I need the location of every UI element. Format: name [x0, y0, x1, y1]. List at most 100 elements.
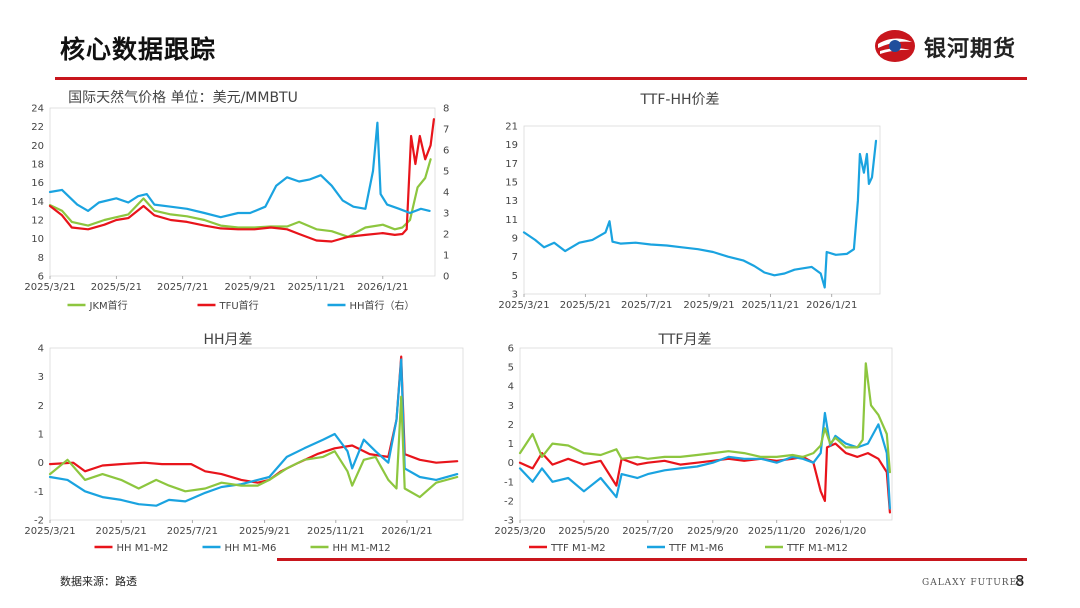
- ttfspread-series-1-line: [518, 411, 891, 510]
- hhspread-ytick-label: 1: [38, 430, 44, 441]
- page-number: 8: [1015, 572, 1025, 590]
- ttfspread-ytick-label: -3: [504, 516, 514, 527]
- gas-ytick-label: 14: [31, 197, 44, 208]
- hhspread-title: HH月差: [203, 332, 252, 348]
- ttfspread-ytick-label: -1: [504, 477, 514, 488]
- ttfspread-legend-label: TTF M1-M6: [668, 543, 724, 554]
- gas-ytick-label: 22: [31, 122, 44, 133]
- hhspread-svg: HH月差 -2 -1 0 1 2 3 4 2025/3/21 2025/5/21 2025/7/21…: [24, 332, 464, 554]
- hhspread-xtick-label: 2025/9/21: [239, 526, 290, 537]
- gas-xtick-label: 2025/11/21: [288, 282, 346, 293]
- ttfhh-ytick-label: 9: [512, 234, 518, 245]
- gas-xtick-label: 2025/3/21: [24, 282, 75, 293]
- hhspread-ytick-label: 4: [38, 344, 44, 355]
- gas-svg: 国际天然气价格 单位：美元/MMBTU681012141618202224012…: [24, 89, 449, 312]
- galaxy-logo-icon: [875, 30, 915, 62]
- ttfhh-series-0-line: [522, 139, 878, 289]
- gas-title: 国际天然气价格 单位：美元/MMBTU: [68, 89, 298, 106]
- hhspread-plot-frame: [49, 347, 464, 521]
- ttfspread-ytick-label: 1: [508, 439, 514, 450]
- ttfhh-xtick-label: 2026/1/21: [806, 300, 857, 311]
- ttfspread-ytick-label: 3: [508, 401, 514, 412]
- ttfspread-xtick-label: 2025/5/20: [558, 526, 609, 537]
- ttfspread-ytick-label: 0: [508, 458, 514, 469]
- ttfspread-legend-label: TTF M1-M12: [786, 543, 848, 554]
- ttfhh-xtick-label: 2025/7/21: [621, 300, 672, 311]
- chart-hh-monthly-spread: HH月差 -2 -1 0 1 2 3 4 2025/3/21 2025/5/21 2025/7/21…: [8, 328, 483, 558]
- gas-y2tick-label: 5: [443, 167, 449, 178]
- ttfhh-xtick-label: 2025/3/21: [498, 300, 549, 311]
- hhspread-series-2-line: [48, 395, 459, 499]
- data-source: 数据来源：路透: [60, 575, 137, 588]
- ttfhh-ytick-label: 11: [505, 215, 518, 226]
- gas-ytick-label: 6: [38, 272, 44, 283]
- gas-y2tick-label: 2: [443, 230, 449, 241]
- ttfspread-xtick-label: 2025/9/20: [687, 526, 738, 537]
- ttfhh-ytick-label: 13: [505, 196, 518, 207]
- gas-xtick-label: 2025/5/21: [91, 282, 142, 293]
- gas-y2tick-label: 3: [443, 209, 449, 220]
- ttfspread-ytick-label: 6: [508, 344, 514, 355]
- hhspread-xtick-label: 2025/5/21: [96, 526, 147, 537]
- footer-divider: [277, 558, 1027, 561]
- brand-name: 银河期货: [924, 37, 1017, 62]
- ttfhh-ytick-label: 5: [512, 271, 518, 282]
- gas-y2tick-label: 7: [443, 125, 449, 136]
- header-divider: [55, 77, 1027, 80]
- gas-y2tick-label: 8: [443, 104, 449, 115]
- ttfspread-svg: TTF月差 -3 -2 -1 0 1 2 3 4 5 6 2025/3/20 2025/5/20 2025…: [494, 332, 893, 554]
- ttfhh-title: TTF-HH价差: [639, 92, 719, 108]
- ttfhh-ytick-label: 15: [505, 178, 518, 189]
- hhspread-xtick-label: 2025/11/21: [307, 526, 365, 537]
- ttfspread-ytick-label: 2: [508, 420, 514, 431]
- chart-ttf-hh-spread: TTF-HH价差 3 5 7 9 11 13 15 17 19 21 2025/3/21 2025/5/…: [480, 86, 920, 318]
- ttfspread-legend-label: TTF M1-M2: [550, 543, 606, 554]
- gas-xtick-label: 2025/9/21: [224, 282, 275, 293]
- gas-legend-label: TFU首行: [219, 299, 259, 312]
- page-title: 核心数据跟踪: [60, 35, 217, 64]
- gas-series-0-line: [48, 158, 432, 238]
- hhspread-ytick-label: -2: [34, 516, 44, 527]
- gas-ytick-label: 18: [31, 160, 44, 171]
- hhspread-ytick-label: 2: [38, 401, 44, 412]
- ttfspread-ytick-label: 5: [508, 363, 514, 374]
- ttfspread-series-2-line: [518, 362, 891, 474]
- hhspread-xtick-label: 2026/1/21: [381, 526, 432, 537]
- ttfspread-xtick-label: 2025/7/20: [622, 526, 673, 537]
- gas-ytick-label: 24: [31, 104, 44, 115]
- ttfspread-title: TTF月差: [658, 332, 712, 348]
- hhspread-series-1-line: [48, 358, 459, 507]
- ttfhh-ytick-label: 3: [512, 290, 518, 301]
- chart-ttf-monthly-spread: TTF月差 -3 -2 -1 0 1 2 3 4 5 6 2025/3/20 2025/5/20 2025…: [470, 328, 920, 558]
- hhspread-xtick-label: 2025/3/21: [24, 526, 75, 537]
- hhspread-ytick-label: 0: [38, 458, 44, 469]
- gas-ytick-label: 12: [31, 216, 44, 227]
- hhspread-xtick-label: 2025/7/21: [167, 526, 218, 537]
- hhspread-ytick-label: -1: [34, 487, 44, 498]
- ttfhh-ytick-label: 17: [505, 159, 518, 170]
- gas-ytick-label: 10: [31, 234, 44, 245]
- ttfspread-xtick-label: 2026/1/20: [815, 526, 866, 537]
- ttfspread-series-0-line: [518, 442, 891, 514]
- ttfhh-ytick-label: 21: [505, 122, 518, 133]
- ttfhh-xtick-label: 2025/5/21: [560, 300, 611, 311]
- ttfhh-plot-frame: [523, 125, 881, 295]
- ttfhh-ytick-label: 19: [505, 140, 518, 151]
- ttfspread-ytick-label: -2: [504, 496, 514, 507]
- ttfspread-ytick-label: 4: [508, 382, 514, 393]
- footer-brand: GALAXY FUTURES: [922, 578, 1025, 588]
- hhspread-legend-label: HH M1-M2: [117, 543, 169, 554]
- hhspread-legend-label: HH M1-M6: [225, 543, 277, 554]
- ttfspread-plot-frame: [519, 347, 893, 521]
- gas-y2tick-label: 1: [443, 251, 449, 262]
- hhspread-legend-label: HH M1-M12: [333, 543, 391, 554]
- gas-y2tick-label: 0: [443, 272, 449, 283]
- gas-legend-label: HH首行（右）: [350, 299, 415, 312]
- ttfhh-svg: TTF-HH价差 3 5 7 9 11 13 15 17 19 21 2025/3/21 2025/5/…: [498, 92, 881, 311]
- gas-y2tick-label: 6: [443, 146, 449, 157]
- ttfspread-xtick-label: 2025/3/20: [494, 526, 545, 537]
- ttfspread-xtick-label: 2025/11/20: [748, 526, 806, 537]
- gas-ytick-label: 16: [31, 178, 44, 189]
- gas-xtick-label: 2026/1/21: [357, 282, 408, 293]
- ttfhh-ytick-label: 7: [512, 252, 518, 263]
